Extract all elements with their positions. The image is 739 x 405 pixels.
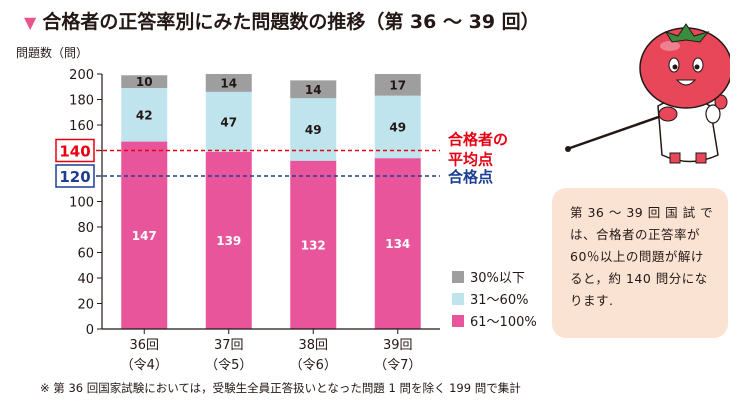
reference-value-box: [55, 138, 95, 163]
speech-bubble: 第 36 ～ 39 回 国 試 では、合格者の正答率が 60％以上の問題が解ける…: [552, 188, 728, 338]
bar-segment: [374, 95, 421, 159]
data-label: 49: [305, 123, 322, 137]
bar-segment: [290, 160, 337, 329]
x-tick-sublabel: （令4）: [121, 358, 168, 373]
bar-segment: [205, 151, 252, 329]
y-tick-label: 100: [69, 196, 94, 211]
y-tick-label: 180: [69, 94, 94, 109]
y-tick-label: 200: [69, 68, 94, 83]
data-label: 47: [220, 115, 237, 129]
legend-swatch: [452, 271, 464, 283]
data-label: 147: [132, 229, 157, 243]
x-tick-label: 37回: [214, 338, 244, 353]
y-tick-label: 0: [86, 323, 94, 338]
data-label: 10: [136, 75, 153, 89]
stacked-bar-chart: 問題数（問） 0 20 40 60 80 100 120 140 160 180 200 147 42 10…: [16, 45, 537, 373]
reference-value-box: [55, 164, 95, 188]
legend-swatch: [452, 315, 464, 327]
bar-segment: [205, 74, 252, 92]
footnote: ※ 第 36 回国家試験においては，受験生全員正答扱いとなった問題 1 問を除く…: [40, 381, 521, 395]
x-tick-label: 38回: [298, 338, 328, 353]
bar-segment: [121, 88, 168, 142]
reference-value-label: 120: [59, 168, 90, 186]
tomato-mascot-icon: [565, 23, 730, 164]
y-axis-label: 問題数（問）: [16, 45, 88, 60]
bar-segment: [205, 91, 252, 152]
legend-swatch: [452, 293, 464, 305]
bar-segment: [121, 141, 168, 329]
data-label: 17: [389, 78, 406, 92]
chart-title: ▼ 合格者の正答率別にみた問題数の推移（第 36 ～ 39 回）: [24, 7, 540, 34]
legend-label: 61～100%: [470, 315, 537, 330]
data-label: 132: [301, 238, 326, 252]
x-tick-sublabel: （令5）: [205, 358, 252, 373]
x-tick-sublabel: （令7）: [374, 358, 421, 373]
y-tick-label: 160: [69, 119, 94, 134]
legend-label: 31～60%: [470, 293, 528, 308]
data-label: 14: [220, 76, 237, 90]
data-label: 14: [305, 83, 322, 97]
x-tick-label: 39回: [383, 338, 413, 353]
chart-title-text: 合格者の正答率別にみた問題数の推移（第 36 ～ 39 回）: [42, 11, 540, 33]
triangle-marker-icon: ▼: [24, 13, 37, 32]
y-tick-label: 20: [77, 298, 94, 313]
y-tick-label: 40: [77, 272, 94, 287]
x-tick-label: 36回: [129, 338, 159, 353]
x-tick-sublabel: （令6）: [290, 358, 337, 373]
reference-text-line2: 平均点: [448, 151, 493, 169]
bar-segment: [374, 158, 421, 329]
data-label: 139: [216, 234, 241, 248]
bar-segment: [290, 80, 337, 99]
data-label: 134: [385, 237, 410, 251]
y-tick-label: 60: [77, 247, 94, 262]
data-label: 49: [389, 120, 406, 134]
bar-segment: [121, 75, 168, 89]
reference-text: 合格点: [447, 168, 493, 186]
y-tick-label: 80: [77, 221, 94, 236]
reference-text-line1: 合格者の: [447, 131, 508, 149]
data-label: 42: [136, 108, 153, 122]
bar-segment: [374, 74, 421, 96]
speech-bubble-text: 第 36 ～ 39 回 国 試 では、合格者の正答率が 60％以上の問題が解ける…: [570, 205, 714, 308]
legend-label: 30%以下: [470, 271, 525, 286]
reference-value-label: 140: [59, 143, 90, 161]
